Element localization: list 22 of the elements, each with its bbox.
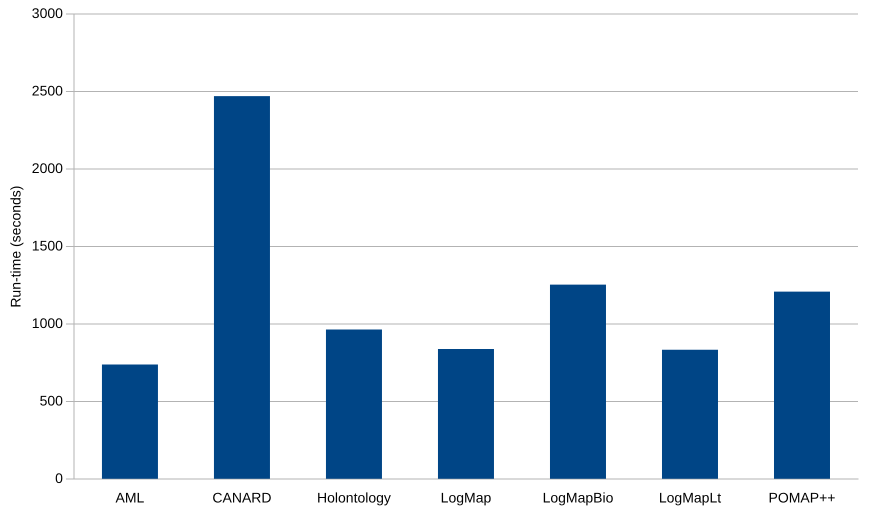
x-tick-label: LogMapBio — [542, 489, 614, 506]
y-tick-label: 3000 — [32, 4, 64, 21]
y-axis-title: Run-time (seconds) — [7, 186, 24, 308]
y-tick-label: 0 — [55, 470, 64, 486]
bar — [214, 96, 270, 479]
y-tick-label: 2500 — [32, 82, 64, 98]
x-tick-label: AML — [116, 489, 145, 506]
y-tick-label: 1500 — [32, 237, 64, 254]
x-tick-label: Holontology — [316, 489, 391, 506]
bar — [774, 292, 830, 479]
y-tick-label: 500 — [40, 392, 64, 409]
x-tick-label: POMAP++ — [768, 489, 836, 506]
bar — [102, 364, 158, 479]
x-tick-label: LogMap — [440, 489, 492, 506]
bar — [662, 350, 718, 479]
bar — [326, 330, 382, 479]
x-tick-label: CANARD — [212, 489, 272, 506]
bar — [550, 284, 606, 479]
y-tick-label: 1000 — [32, 314, 64, 331]
x-tick-label: LogMapLt — [658, 489, 722, 506]
y-tick-label: 2000 — [32, 160, 64, 176]
bar — [438, 348, 494, 479]
